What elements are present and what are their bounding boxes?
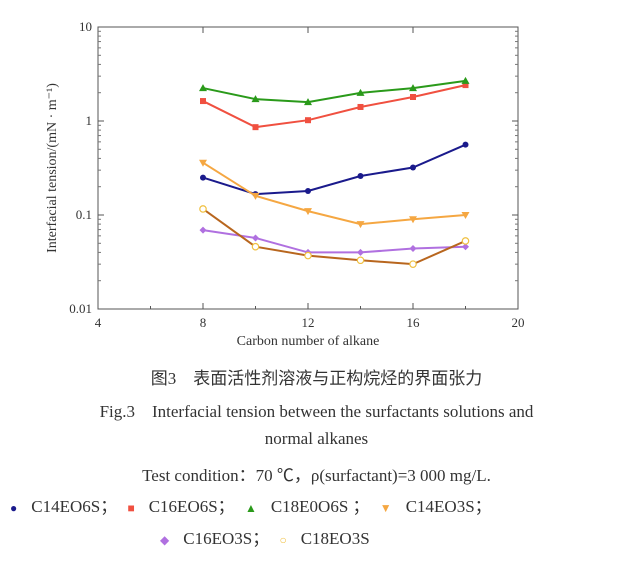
data-point-C18EO3S — [409, 260, 417, 268]
legend-square-icon: ■ — [127, 501, 135, 515]
legend-label: C14EO3S； — [405, 497, 492, 516]
x-tick-label: 8 — [200, 315, 207, 330]
data-point-C18E0O6S — [304, 98, 312, 106]
data-point-C14EO3S — [251, 192, 260, 200]
legend-diamond-icon: ◆ — [160, 533, 170, 547]
series-line-C16EO6S — [202, 84, 466, 129]
data-point-C16EO3S — [199, 226, 207, 234]
data-point-C14EO3S — [356, 221, 365, 229]
data-point-C18E0O6S — [461, 76, 470, 84]
series-line-C18EO3S — [202, 208, 466, 266]
caption-cn: 图3 表面活性剂溶液与正构烷烃的界面张力 — [150, 369, 483, 388]
data-point-C14EO6S — [410, 164, 416, 171]
legend-row-2: ◆ C16EO3S； ○ C18EO3S — [160, 524, 370, 549]
data-point-C16EO3S — [462, 243, 469, 251]
x-axis-label: Carbon number of alkane — [237, 334, 380, 349]
series-line-C16EO3S — [202, 229, 466, 254]
data-point-C14EO6S — [200, 174, 206, 181]
x-tick-label: 20 — [512, 315, 525, 330]
y-tick-label: 10 — [79, 19, 92, 34]
data-point-C16EO6S — [305, 117, 311, 124]
data-point-C16EO6S — [462, 82, 469, 89]
data-point-C14EO3S — [304, 208, 312, 216]
data-point-C16EO3S — [409, 245, 417, 253]
chart: 4 8 12 16 20 10 1 0.1 0.01 Carbon number of alkan… — [45, 19, 525, 349]
x-tick-label: 12 — [302, 315, 315, 330]
legend-circle-icon: ● — [10, 501, 18, 515]
series-line-C14EO3S — [202, 161, 466, 226]
legend-label: C18E0O6S ； — [270, 497, 370, 516]
x-tick-label: 4 — [95, 315, 102, 330]
data-point-C14EO3S — [461, 212, 470, 219]
caption-en-1: Fig.3 Interfacial tension between the su… — [99, 402, 534, 421]
data-point-C14EO6S — [305, 188, 311, 195]
legend-label: C16EO6S； — [148, 497, 235, 516]
series-line-C18E0O6S — [202, 79, 466, 104]
plot-frame — [97, 26, 519, 310]
data-point-C18E0O6S — [356, 88, 365, 96]
x-tick-label: 16 — [407, 315, 421, 330]
legend-label: C18EO3S — [300, 529, 370, 548]
test-condition: Test condition：70 ℃，ρ(surfactant)=3 000 … — [142, 466, 491, 485]
y-tick-label: 1 — [86, 113, 93, 128]
legend-open-circle-icon: ○ — [279, 533, 287, 547]
data-point-C16EO3S — [357, 248, 364, 256]
data-point-C16EO6S — [410, 94, 416, 101]
data-point-C16EO3S — [252, 234, 259, 242]
data-point-C18E0O6S — [251, 95, 260, 103]
data-point-C14EO3S — [199, 159, 207, 167]
data-point-C16EO6S — [252, 124, 259, 131]
data-point-C18E0O6S — [409, 84, 417, 92]
data-point-C16EO6S — [357, 103, 364, 110]
caption-en-2: normal alkanes — [264, 429, 369, 448]
data-point-C16EO6S — [200, 98, 206, 105]
data-point-C18EO3S — [356, 256, 365, 265]
data-point-C14EO6S — [462, 141, 469, 148]
y-axis-label: Interfacial tension/(mN · m⁻¹) — [45, 83, 60, 253]
legend-triangle-icon: ▲ — [244, 501, 257, 515]
data-point-C18E0O6S — [199, 84, 207, 92]
legend-triangle-down-icon: ▼ — [379, 501, 392, 515]
data-point-C14EO3S — [409, 216, 417, 224]
data-point-C18EO3S — [199, 205, 207, 213]
legend-label: C16EO3S； — [183, 529, 270, 548]
data-point-C18EO3S — [251, 242, 260, 251]
data-point-C14EO6S — [357, 172, 364, 179]
legend-row-1: ● C14EO6S； ■ C16EO6S； ▲ C18E0O6S ； ▼ C14EO3S… — [10, 492, 492, 517]
legend-label: C14EO6S； — [31, 497, 118, 516]
y-tick-label: 0.01 — [69, 301, 92, 316]
data-point-C18EO3S — [304, 251, 312, 260]
data-point-C18EO3S — [461, 237, 470, 245]
y-tick-label: 0.1 — [76, 207, 92, 222]
